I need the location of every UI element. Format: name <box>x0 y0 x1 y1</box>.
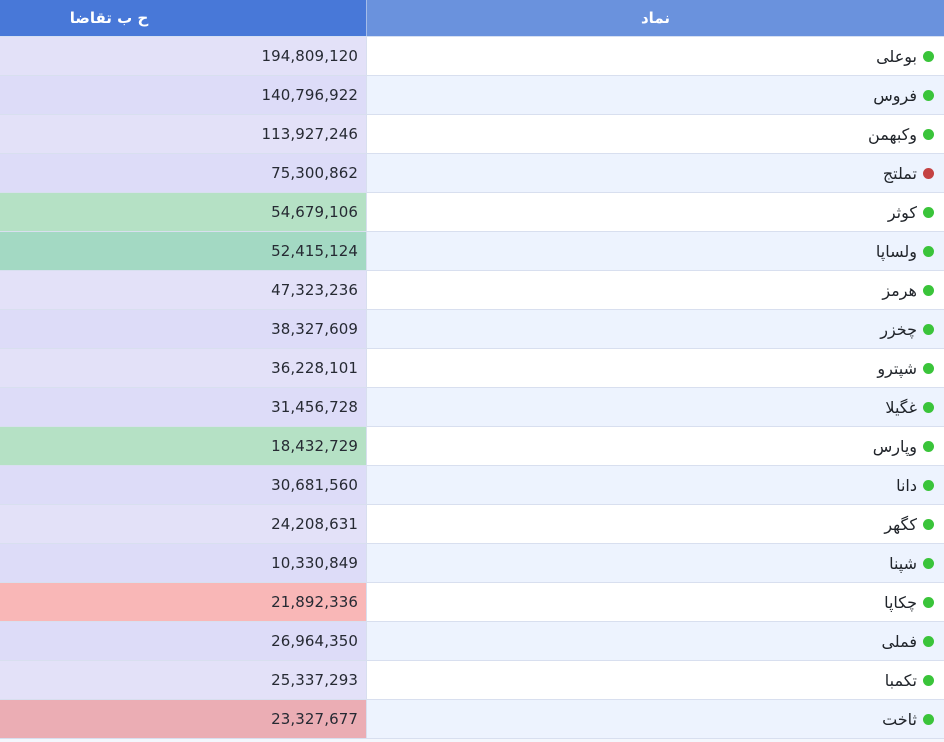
status-dot-icon <box>923 557 934 569</box>
symbol-name[interactable]: کگهر <box>884 514 917 534</box>
demand-value-cell: 30,681,560 <box>0 466 367 504</box>
status-dot-icon <box>923 89 934 101</box>
demand-value-cell: 31,456,728 <box>0 388 367 426</box>
symbol-cell[interactable]: شپنا <box>367 544 944 582</box>
symbol-cell[interactable]: ولساپا <box>367 232 944 270</box>
table-row[interactable]: 194,809,120 بوعلی <box>0 37 944 76</box>
symbol-cell[interactable]: فملی <box>367 622 944 660</box>
symbol-cell[interactable]: دانا <box>367 466 944 504</box>
table-row[interactable]: 10,330,849 شپنا <box>0 544 944 583</box>
status-dot-icon <box>923 206 934 218</box>
demand-value-cell: 24,208,631 <box>0 505 367 543</box>
table-row[interactable]: 47,323,236 هرمز <box>0 271 944 310</box>
symbol-name[interactable]: هرمز <box>882 280 917 300</box>
status-dot-icon <box>923 674 934 686</box>
symbol-cell[interactable]: وپارس <box>367 427 944 465</box>
status-dot-icon <box>923 635 934 647</box>
table-header: ح ب تقاضا نماد <box>0 0 944 37</box>
symbol-cell[interactable]: چکاپا <box>367 583 944 621</box>
status-dot-icon <box>923 362 934 374</box>
symbol-name[interactable]: کوثر <box>887 202 917 222</box>
symbol-name[interactable]: چخزر <box>880 319 917 339</box>
table-row[interactable]: 24,208,631 کگهر <box>0 505 944 544</box>
demand-value-cell: 140,796,922 <box>0 76 367 114</box>
status-dot-icon <box>923 245 934 257</box>
symbol-cell[interactable]: هرمز <box>367 271 944 309</box>
symbol-name[interactable]: چکاپا <box>884 592 917 612</box>
symbol-name[interactable]: وکبهمن <box>868 124 917 144</box>
symbol-name[interactable]: تملتج <box>882 163 917 183</box>
symbol-name[interactable]: شپترو <box>877 358 917 378</box>
symbol-cell[interactable]: بوعلی <box>367 37 944 75</box>
symbol-cell[interactable]: وکبهمن <box>367 115 944 153</box>
symbol-name[interactable]: تکمبا <box>884 670 917 690</box>
table-row[interactable]: 18,432,729 وپارس <box>0 427 944 466</box>
symbol-name[interactable]: فملی <box>881 631 917 651</box>
column-header-symbol[interactable]: نماد <box>367 0 944 36</box>
demand-value-cell: 54,679,106 <box>0 193 367 231</box>
symbol-name[interactable]: بوعلی <box>876 46 917 66</box>
demand-value-cell: 21,892,336 <box>0 583 367 621</box>
demand-value-cell: 36,228,101 <box>0 349 367 387</box>
symbol-name[interactable]: شپنا <box>889 553 917 573</box>
table-row[interactable]: 25,337,293 تکمبا <box>0 661 944 700</box>
symbol-name[interactable]: ولساپا <box>875 241 917 261</box>
table-row[interactable]: 26,964,350 فملی <box>0 622 944 661</box>
status-dot-icon <box>923 323 934 335</box>
table-row[interactable]: 113,927,246 وکبهمن <box>0 115 944 154</box>
symbol-cell[interactable]: غگیلا <box>367 388 944 426</box>
demand-value-cell: 10,330,849 <box>0 544 367 582</box>
symbol-cell[interactable]: چخزر <box>367 310 944 348</box>
status-dot-icon <box>923 518 934 530</box>
column-header-demand-label: ح ب تقاضا <box>69 9 149 27</box>
symbol-cell[interactable]: فروس <box>367 76 944 114</box>
table-row[interactable]: 21,892,336 چکاپا <box>0 583 944 622</box>
status-dot-icon <box>923 401 934 413</box>
table-body: 194,809,120 بوعلی 140,796,922 فروس 113,927,2… <box>0 37 944 739</box>
table-row[interactable]: 31,456,728 غگیلا <box>0 388 944 427</box>
symbol-cell[interactable]: تکمبا <box>367 661 944 699</box>
symbol-name[interactable]: ثاخت <box>882 709 917 729</box>
symbol-cell[interactable]: کوثر <box>367 193 944 231</box>
status-dot-icon <box>923 50 934 62</box>
table-row[interactable]: 140,796,922 فروس <box>0 76 944 115</box>
symbol-name[interactable]: وپارس <box>872 436 917 456</box>
demand-value-cell: 75,300,862 <box>0 154 367 192</box>
column-header-symbol-label: نماد <box>640 9 671 27</box>
table-row[interactable]: 30,681,560 دانا <box>0 466 944 505</box>
status-dot-icon <box>923 167 934 179</box>
demand-value-cell: 47,323,236 <box>0 271 367 309</box>
demand-value-cell: 18,432,729 <box>0 427 367 465</box>
symbol-name[interactable]: دانا <box>896 475 917 495</box>
table-row[interactable]: 36,228,101 شپترو <box>0 349 944 388</box>
table-row[interactable]: 23,327,677 ثاخت <box>0 700 944 739</box>
status-dot-icon <box>923 128 934 140</box>
symbol-cell[interactable]: کگهر <box>367 505 944 543</box>
demand-value-cell: 113,927,246 <box>0 115 367 153</box>
demand-value-cell: 194,809,120 <box>0 37 367 75</box>
symbol-name[interactable]: فروس <box>873 85 917 105</box>
demand-value-cell: 25,337,293 <box>0 661 367 699</box>
table-row[interactable]: 54,679,106 کوثر <box>0 193 944 232</box>
demand-value-cell: 23,327,677 <box>0 700 367 738</box>
status-dot-icon <box>923 440 934 452</box>
status-dot-icon <box>923 479 934 491</box>
table-row[interactable]: 52,415,124 ولساپا <box>0 232 944 271</box>
status-dot-icon <box>923 596 934 608</box>
symbol-cell[interactable]: ثاخت <box>367 700 944 738</box>
symbol-cell[interactable]: شپترو <box>367 349 944 387</box>
demand-value-cell: 38,327,609 <box>0 310 367 348</box>
column-header-demand[interactable]: ح ب تقاضا <box>0 0 367 36</box>
status-dot-icon <box>923 284 934 296</box>
demand-value-cell: 26,964,350 <box>0 622 367 660</box>
symbol-name[interactable]: غگیلا <box>885 397 917 417</box>
table-row[interactable]: 75,300,862 تملتج <box>0 154 944 193</box>
symbol-cell[interactable]: تملتج <box>367 154 944 192</box>
demand-value-cell: 52,415,124 <box>0 232 367 270</box>
status-dot-icon <box>923 713 934 725</box>
table-row[interactable]: 38,327,609 چخزر <box>0 310 944 349</box>
